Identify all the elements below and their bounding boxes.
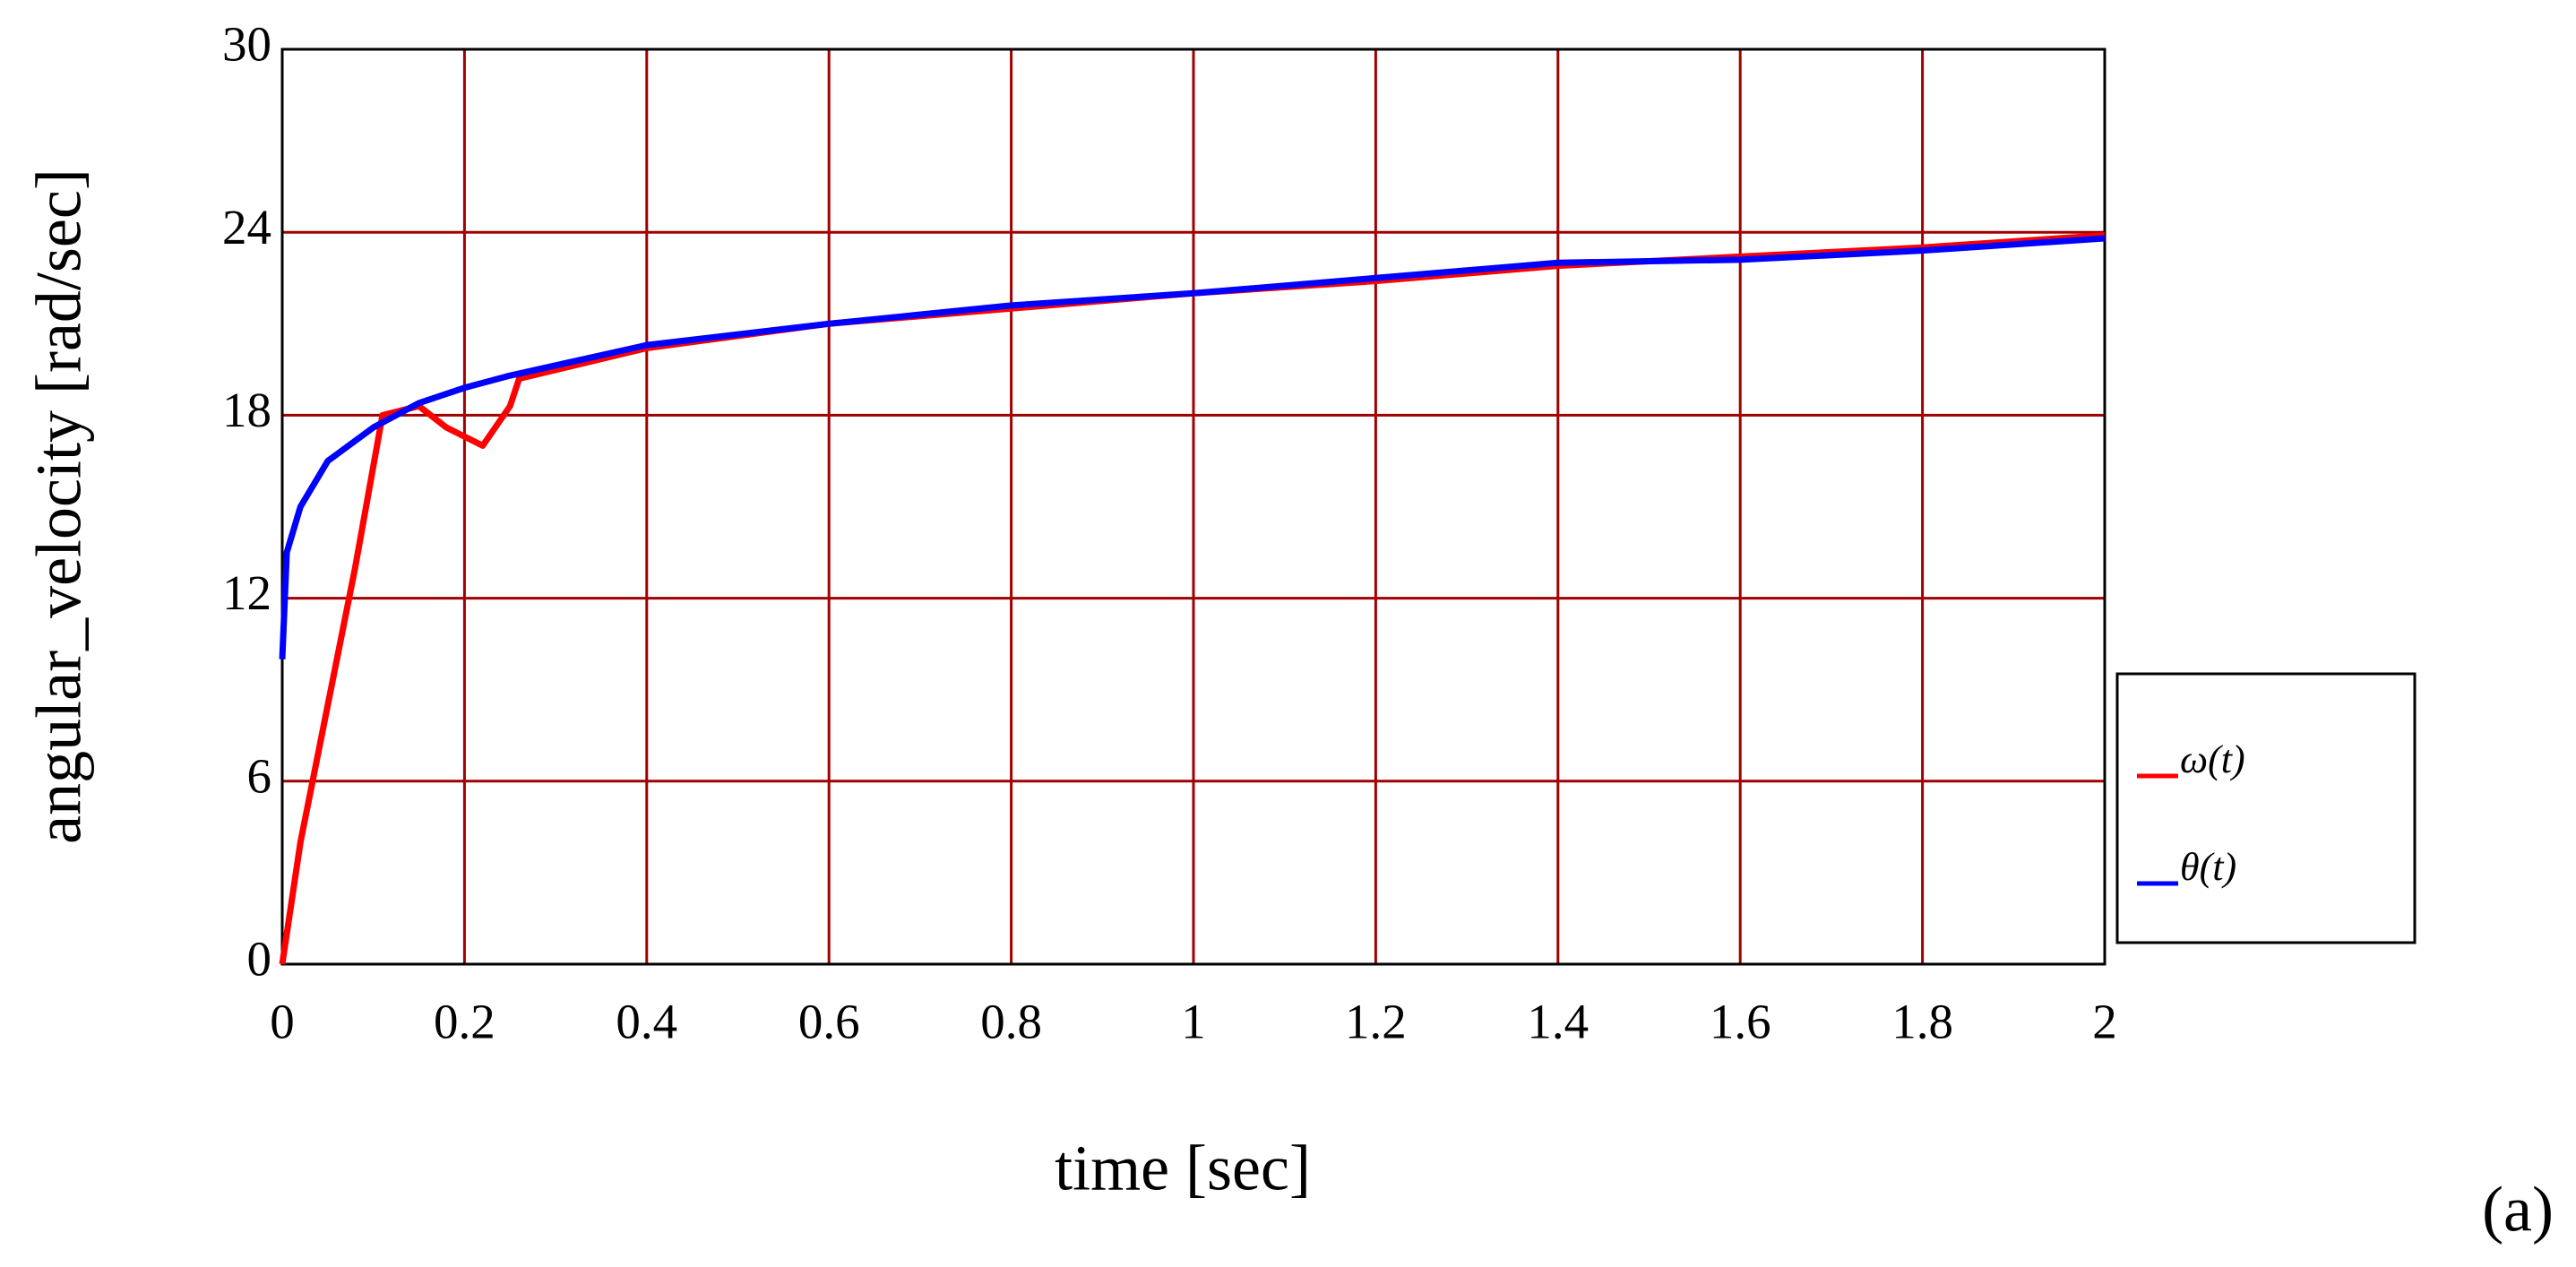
y-tick-label: 24: [222, 200, 271, 254]
x-tick-label: 0.8: [980, 995, 1042, 1049]
x-axis-label: time [sec]: [1055, 1133, 1311, 1204]
x-tick-label: 0.2: [434, 995, 495, 1049]
y-tick-label: 6: [247, 748, 272, 803]
x-tick-label: 2: [2092, 995, 2117, 1049]
x-tick-label: 1.8: [1891, 995, 1953, 1049]
series-line: [279, 235, 2106, 659]
y-tick-label: 12: [222, 565, 271, 620]
x-tick-label: 1: [1181, 995, 1206, 1049]
panel-label: (a): [2482, 1174, 2554, 1245]
x-tick-label: 0: [270, 995, 295, 1049]
plot-frame: [280, 47, 2106, 966]
x-tick-label: 0.6: [798, 995, 860, 1049]
x-tick-label: 1.2: [1345, 995, 1407, 1049]
x-tick-label: 1.6: [1710, 995, 1771, 1049]
x-tick-label: 1.4: [1527, 995, 1589, 1049]
legend-box: [2115, 672, 2417, 944]
legend-label: ω(t): [2180, 737, 2245, 781]
y-tick-label: 0: [247, 932, 272, 987]
x-tick-label: 0.4: [616, 995, 677, 1049]
y-tick-label: 30: [222, 17, 271, 72]
y-tick-label: 18: [222, 383, 271, 437]
y-axis-label: angular_velocity [rad/sec]: [23, 168, 95, 844]
legend-label: θ(t): [2180, 845, 2236, 889]
